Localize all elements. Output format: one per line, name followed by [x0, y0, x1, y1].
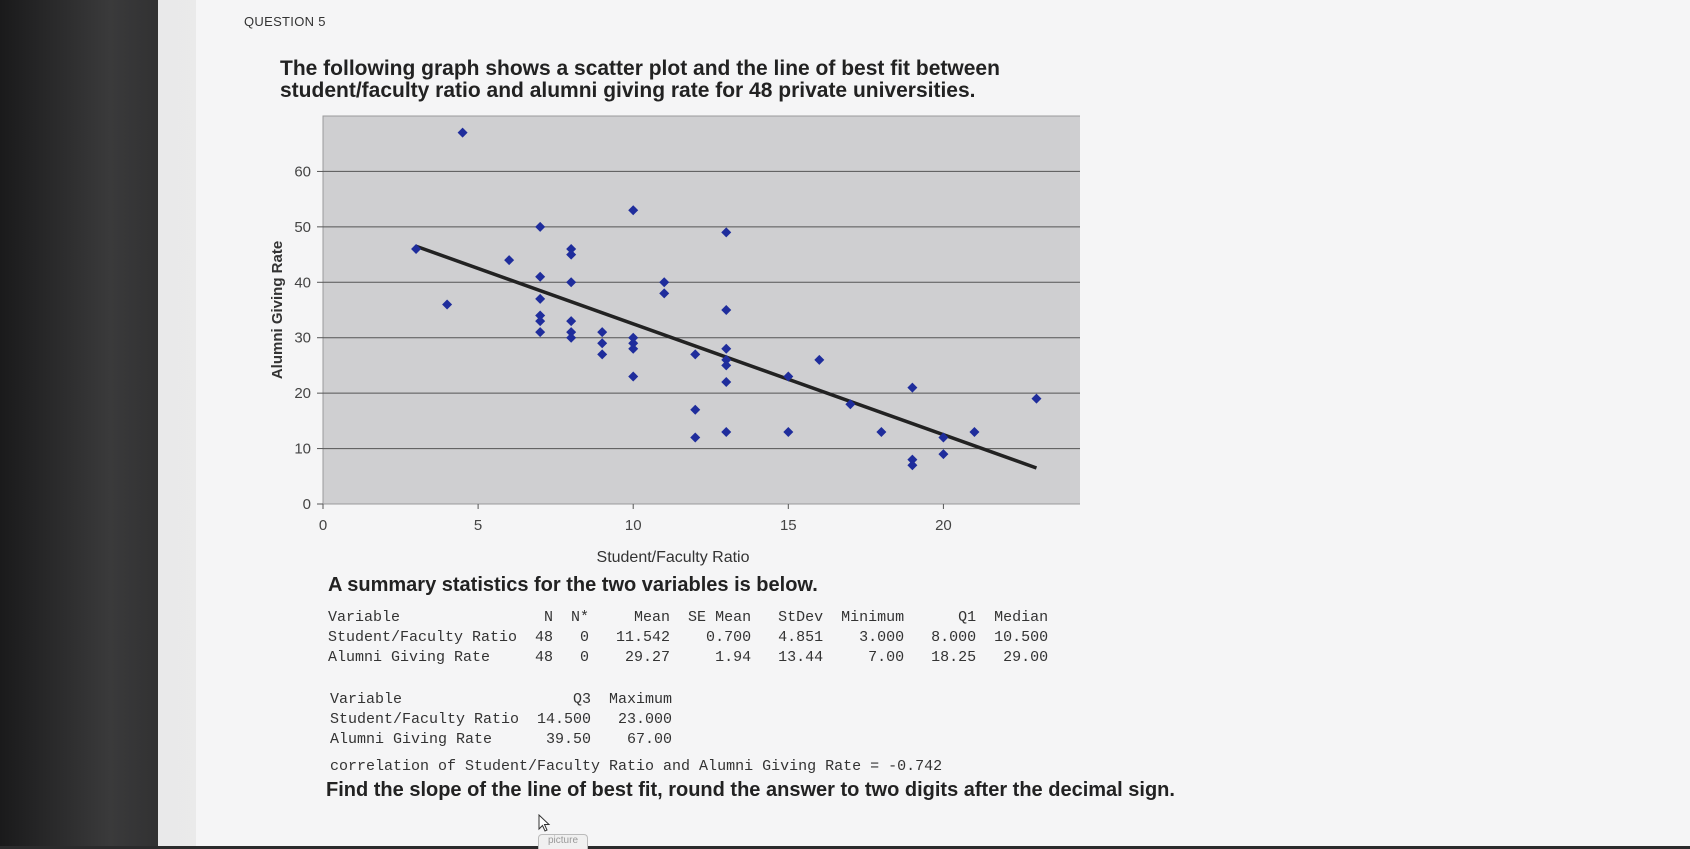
question-label: QUESTION 5	[244, 14, 326, 29]
data-point	[721, 227, 732, 238]
x-tick-label: 10	[625, 517, 642, 534]
data-point	[907, 382, 918, 393]
data-point	[535, 327, 546, 338]
plot-area	[322, 115, 1080, 505]
y-tick-label: 20	[294, 385, 311, 402]
mouse-cursor-icon	[538, 814, 551, 832]
data-point	[535, 271, 546, 282]
data-point	[566, 249, 577, 260]
data-point	[628, 343, 639, 354]
data-point	[535, 310, 546, 321]
data-point	[845, 399, 856, 410]
y-axis-label: Alumni Giving Rate	[269, 241, 286, 379]
stats-table-1: Variable N N* Mean SE Mean StDev Minimum…	[328, 609, 1049, 666]
data-point	[457, 127, 468, 138]
x-tick-label: 5	[474, 517, 482, 534]
data-point	[535, 316, 546, 327]
data-point	[721, 343, 732, 354]
data-point	[938, 432, 949, 443]
y-tick-label: 0	[303, 496, 311, 513]
y-tick-label: 50	[294, 219, 311, 236]
data-point	[721, 426, 732, 437]
data-point	[597, 338, 608, 349]
data-point	[721, 360, 732, 371]
data-point	[659, 288, 670, 299]
data-point	[411, 244, 422, 255]
data-point	[814, 354, 825, 365]
question-stem: The following graph shows a scatter plot…	[280, 57, 1000, 102]
data-point	[535, 221, 546, 232]
data-point	[628, 338, 639, 349]
y-tick-label: 60	[294, 163, 311, 180]
x-tick-label: 0	[319, 517, 327, 534]
data-point	[783, 426, 794, 437]
picture-tab[interactable]: picture	[538, 834, 588, 849]
data-point	[628, 332, 639, 343]
question-text: Find the slope of the line of best fit, …	[326, 779, 1175, 801]
data-point	[504, 255, 515, 266]
data-point	[659, 277, 670, 288]
scatter-chart: 0 10 20 30 40 50 60 0 5 10 15 20 Student/Faculty Rat…	[269, 115, 1080, 566]
data-point	[442, 299, 453, 310]
correlation-line: correlation of Student/Faculty Ratio and…	[330, 758, 943, 775]
data-point	[566, 332, 577, 343]
data-point	[566, 327, 577, 338]
y-tick-label: 30	[294, 330, 311, 347]
data-point	[597, 349, 608, 360]
data-point	[566, 277, 577, 288]
data-point	[907, 454, 918, 465]
data-point	[1031, 393, 1042, 404]
summary-heading: A summary statistics for the two variabl…	[328, 574, 818, 596]
data-point	[721, 377, 732, 388]
data-point	[566, 244, 577, 255]
data-point	[721, 354, 732, 365]
data-point	[783, 371, 794, 382]
data-point	[721, 305, 732, 315]
data-point	[566, 316, 577, 327]
x-axis-label: Student/Faculty Ratio	[597, 549, 750, 566]
data-point	[690, 432, 701, 443]
data-point	[907, 460, 918, 471]
data-point	[628, 205, 639, 216]
y-tick-label: 10	[294, 441, 311, 458]
stats-table-2: Variable Q3 Maximum Student/Faculty Rati…	[330, 691, 673, 748]
data-point	[597, 327, 608, 338]
x-tick-label: 15	[780, 517, 797, 534]
data-point	[690, 349, 701, 360]
data-point	[969, 426, 980, 437]
data-point	[535, 293, 546, 304]
data-point	[876, 426, 887, 437]
data-point	[628, 371, 639, 382]
data-point	[938, 449, 949, 460]
data-point	[690, 404, 701, 415]
x-tick-label: 20	[935, 517, 952, 534]
y-tick-label: 40	[294, 274, 311, 291]
